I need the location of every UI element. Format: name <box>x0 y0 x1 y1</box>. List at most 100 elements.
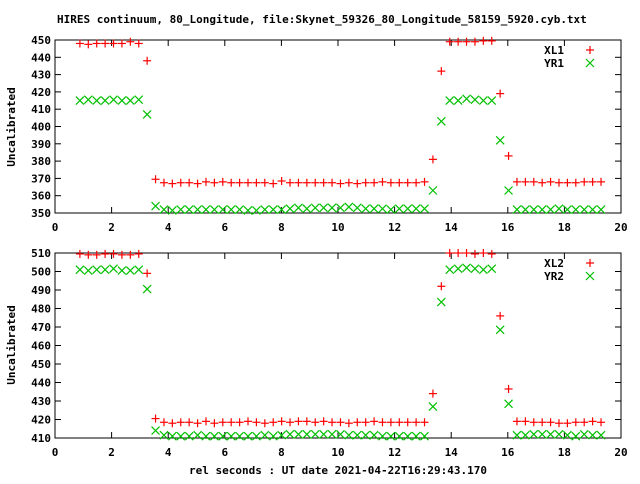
data-point <box>554 429 564 439</box>
data-point <box>344 430 354 440</box>
data-point <box>336 418 345 427</box>
legend-marker-yr1 <box>585 58 595 68</box>
data-point <box>184 431 194 441</box>
data-point <box>100 265 110 275</box>
x-tick-label: 12 <box>388 446 401 459</box>
data-point <box>319 429 329 439</box>
data-point <box>125 96 135 105</box>
data-point <box>302 429 312 439</box>
plot-frame <box>54 252 622 439</box>
data-point <box>143 269 152 278</box>
data-point <box>92 96 102 105</box>
y-tick-label: 410 <box>31 103 51 116</box>
data-point <box>546 177 555 186</box>
data-point <box>159 418 168 427</box>
y-tick-label: 470 <box>31 321 51 334</box>
data-point <box>125 266 135 275</box>
data-point <box>277 205 287 214</box>
data-point <box>251 205 261 215</box>
data-point <box>168 419 177 428</box>
data-point <box>319 203 329 213</box>
data-point <box>504 186 513 195</box>
data-point <box>193 205 202 214</box>
data-point <box>562 205 572 214</box>
x-tick-label: 20 <box>614 446 627 459</box>
data-point <box>142 284 152 294</box>
data-point <box>597 177 606 186</box>
data-point <box>470 264 480 274</box>
data-point <box>496 89 505 98</box>
data-point <box>328 418 337 427</box>
y-tick-label: 360 <box>31 190 51 203</box>
data-point <box>235 431 245 441</box>
series-yr2 <box>75 263 606 441</box>
y-tick-label: 440 <box>31 377 51 390</box>
data-point <box>260 178 269 187</box>
y-axis-label-top: Uncalibrated <box>5 87 18 166</box>
data-point <box>437 282 446 291</box>
data-point <box>75 265 85 275</box>
data-point <box>504 399 513 409</box>
data-point <box>277 430 287 440</box>
legend-label-xl1: XL1 <box>544 44 564 57</box>
data-point <box>100 96 110 105</box>
data-point <box>311 178 320 187</box>
data-point <box>109 39 118 48</box>
series-xl2 <box>75 249 606 428</box>
data-point <box>226 205 236 214</box>
series-xl1 <box>75 36 606 188</box>
data-point <box>277 176 286 185</box>
data-point <box>378 431 387 441</box>
data-point <box>563 419 572 428</box>
data-point <box>386 418 395 427</box>
data-point <box>311 418 320 427</box>
y-tick-label: 370 <box>31 172 51 185</box>
data-point <box>571 418 580 427</box>
legend-label-yr2: YR2 <box>544 270 564 283</box>
x-tick-label: 2 <box>108 446 115 459</box>
data-point <box>411 431 421 441</box>
data-point <box>445 265 455 275</box>
data-point <box>361 204 371 214</box>
data-point <box>201 177 210 186</box>
y-axis-label-bottom: Uncalibrated <box>5 305 18 384</box>
data-point <box>412 178 421 187</box>
data-point <box>176 418 185 427</box>
data-point <box>260 419 269 428</box>
data-point <box>244 178 253 187</box>
data-point <box>336 429 345 439</box>
data-point <box>235 418 244 427</box>
data-point <box>538 178 547 187</box>
data-point <box>428 155 437 164</box>
data-point <box>109 264 118 274</box>
y-tick-label: 430 <box>31 395 51 408</box>
data-point <box>218 418 227 427</box>
data-point <box>386 431 396 441</box>
x-tick-label: 18 <box>558 446 571 459</box>
legend-marker-yr2 <box>585 271 595 281</box>
data-point <box>588 205 598 214</box>
data-point <box>235 178 244 187</box>
data-point <box>252 418 261 427</box>
data-point <box>537 205 547 214</box>
data-point <box>420 177 429 186</box>
data-point <box>445 37 454 46</box>
data-point <box>201 205 211 214</box>
data-point <box>319 178 328 187</box>
data-point <box>260 205 270 214</box>
data-point <box>151 201 160 211</box>
data-point <box>268 431 278 441</box>
data-point <box>529 429 539 439</box>
x-tick-label: 16 <box>501 221 515 234</box>
data-point <box>579 429 589 439</box>
data-point <box>462 94 471 104</box>
data-point <box>420 418 429 427</box>
data-point <box>403 178 412 187</box>
data-point <box>117 266 127 275</box>
data-point <box>512 430 522 440</box>
data-point <box>504 384 513 393</box>
data-point <box>344 178 353 187</box>
data-point <box>369 204 379 214</box>
data-point <box>361 418 370 427</box>
data-point <box>142 109 152 119</box>
